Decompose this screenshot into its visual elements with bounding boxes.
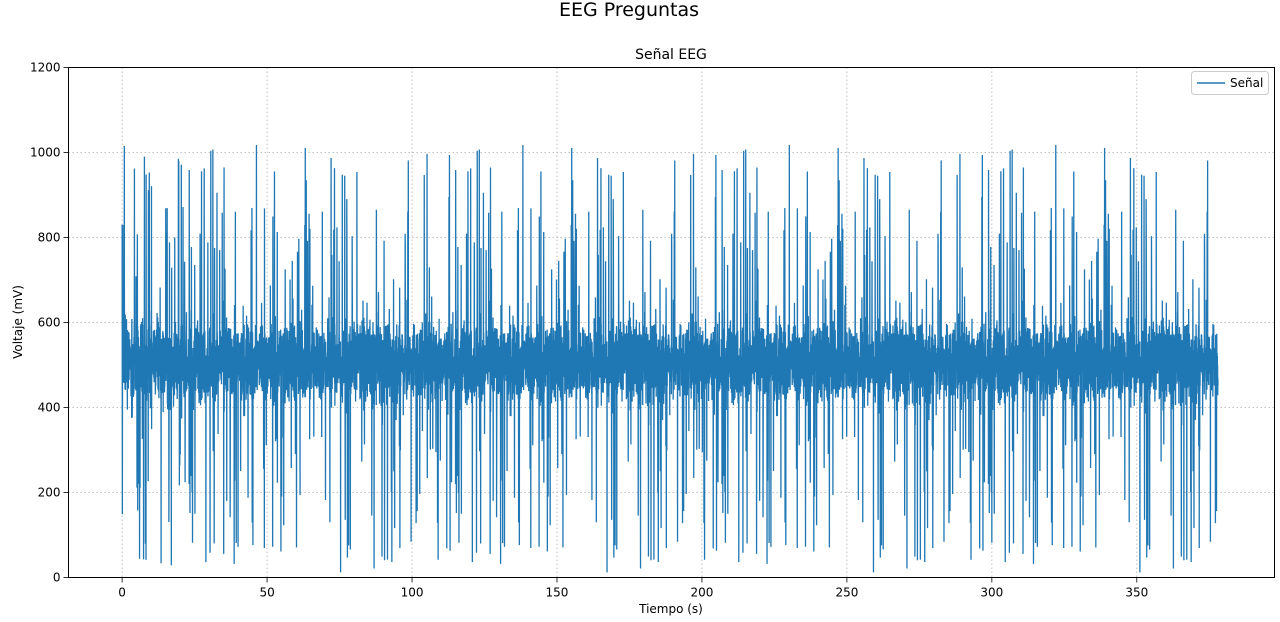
x-tick-label: 350: [1125, 586, 1148, 600]
y-tick-label: 0: [53, 571, 61, 585]
x-axis-label: Tiempo (s): [638, 602, 703, 616]
figure-suptitle: EEG Preguntas: [558, 0, 700, 21]
y-tick-label: 600: [38, 316, 61, 330]
y-tick-label: 800: [38, 231, 61, 245]
legend-label: Señal: [1230, 76, 1263, 90]
x-tick-label: 50: [259, 586, 274, 600]
x-axis-ticks: 0 50 100 150 200 250 300 350: [118, 577, 1148, 600]
legend: Señal: [1191, 71, 1269, 95]
x-tick-label: 300: [980, 586, 1003, 600]
x-tick-label: 250: [835, 586, 858, 600]
x-tick-label: 150: [546, 586, 569, 600]
chart-title: Señal EEG: [635, 47, 707, 63]
x-tick-label: 100: [401, 586, 424, 600]
y-tick-label: 1000: [30, 146, 61, 160]
y-tick-label: 400: [38, 401, 61, 415]
legend-box: [1191, 71, 1269, 95]
signal-line: [121, 144, 1219, 573]
x-tick-label: 200: [690, 586, 713, 600]
y-tick-label: 200: [38, 486, 61, 500]
signal-series: [121, 144, 1219, 573]
y-tick-label: 1200: [30, 61, 61, 75]
y-axis-ticks: 0 200 400 600 800 1000 1200: [30, 61, 69, 585]
x-tick-label: 0: [118, 586, 126, 600]
y-axis-label: Voltaje (mV): [11, 285, 25, 359]
